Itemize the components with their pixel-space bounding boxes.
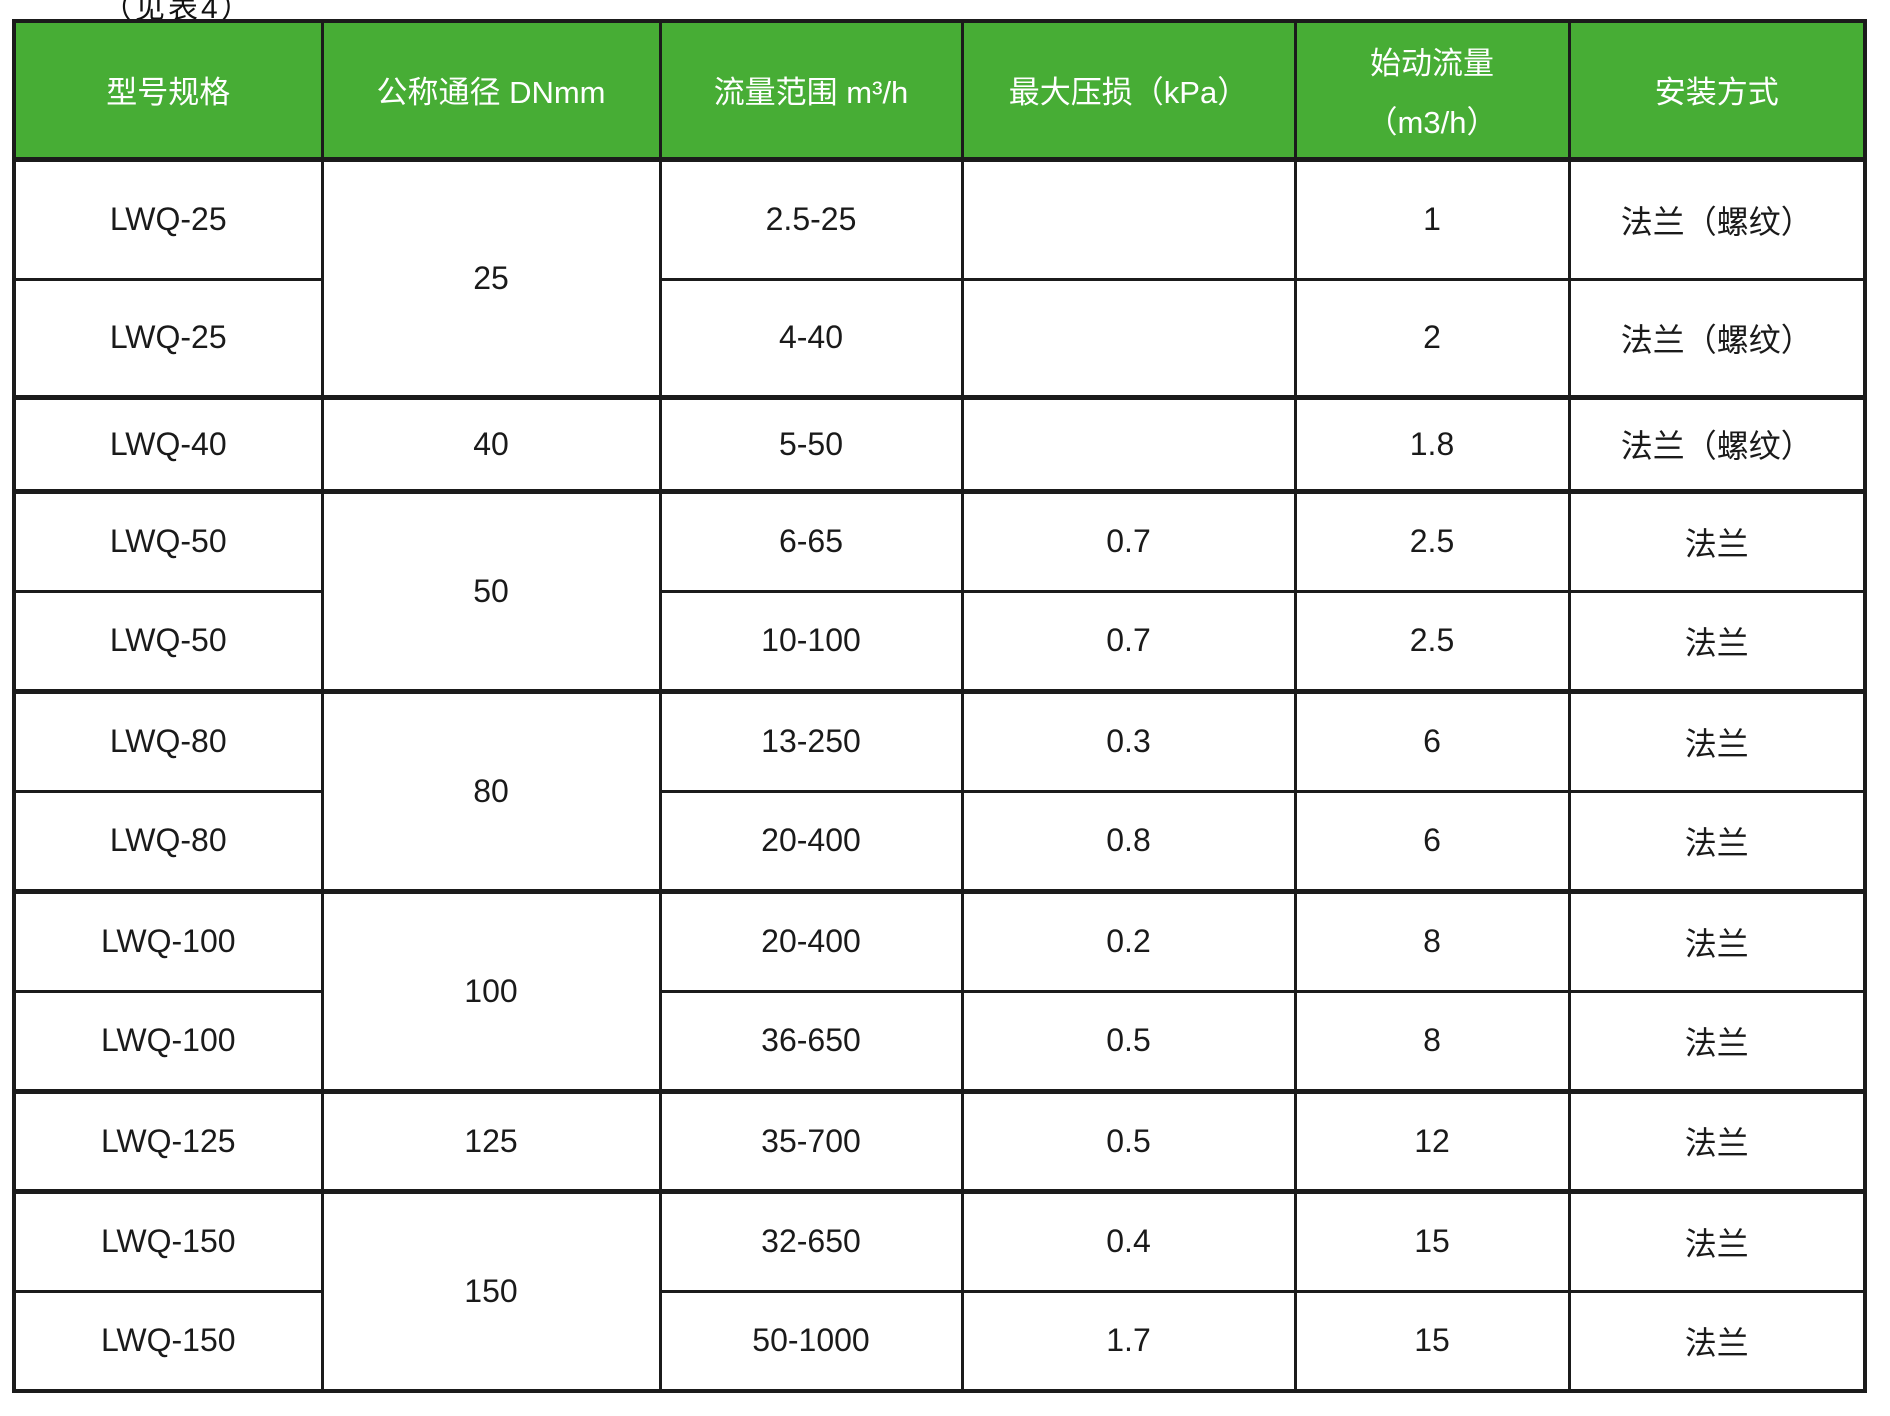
- table-row: LWQ-100 100 20-400 0.2 8 法兰: [12, 888, 1867, 1093]
- cell-model: LWQ-80: [12, 688, 324, 793]
- cell-flow: 32-650: [658, 1188, 964, 1293]
- table-row: LWQ-150 50-1000 1.7 15 法兰: [12, 1289, 1867, 1393]
- cell-start: 2.5: [1293, 589, 1571, 693]
- cell-install: 法兰: [1567, 688, 1867, 793]
- cell-flow: 13-250: [658, 688, 964, 793]
- cell-flow: 20-400: [658, 789, 964, 893]
- cell-loss: 0.4: [960, 1188, 1297, 1293]
- table-row: LWQ-80 20-400 0.8 6 法兰: [12, 789, 1867, 893]
- cell-dn: 80: [320, 688, 662, 893]
- cell-install: 法兰: [1567, 589, 1867, 693]
- cell-flow: 2.5-25: [658, 157, 964, 281]
- cell-install: 法兰: [1567, 989, 1867, 1093]
- cell-model: LWQ-80: [12, 789, 324, 893]
- header-install: 安装方式: [1567, 19, 1867, 162]
- cell-dn: 150: [320, 1188, 662, 1393]
- cell-dn: 40: [320, 394, 662, 493]
- cell-start: 2.5: [1293, 488, 1571, 593]
- table-row: LWQ-25 4-40 2 法兰（螺纹）: [12, 277, 1867, 399]
- cell-install: 法兰（螺纹）: [1567, 157, 1867, 281]
- cell-install: 法兰: [1567, 1188, 1867, 1293]
- table-header: 型号规格 公称通径 DNmm 流量范围 m³/h 最大压损（kPa） 始动流量 …: [12, 19, 1867, 162]
- cell-model: LWQ-150: [12, 1289, 324, 1393]
- cell-loss: 0.7: [960, 589, 1297, 693]
- cell-flow: 6-65: [658, 488, 964, 593]
- cell-start: 6: [1293, 688, 1571, 793]
- cell-loss: 0.7: [960, 488, 1297, 593]
- table-row: LWQ-150 150 32-650 0.4 15 法兰: [12, 1188, 1867, 1393]
- cell-install: 法兰: [1567, 1289, 1867, 1393]
- cell-flow: 4-40: [658, 277, 964, 399]
- cell-start: 1.8: [1293, 394, 1571, 493]
- cell-install: 法兰（螺纹）: [1567, 277, 1867, 399]
- cell-model: LWQ-25: [12, 157, 324, 281]
- cell-dn: 50: [320, 488, 662, 693]
- cell-loss: [960, 277, 1297, 399]
- cell-model: LWQ-40: [12, 394, 324, 493]
- cell-start: 15: [1293, 1188, 1571, 1293]
- cell-start: 8: [1293, 888, 1571, 993]
- table-row: LWQ-50 10-100 0.7 2.5 法兰: [12, 589, 1867, 693]
- table-row: LWQ-100 36-650 0.5 8 法兰: [12, 989, 1867, 1093]
- table-row: LWQ-25 25 2.5-25 1 法兰（螺纹）: [12, 157, 1867, 399]
- cell-loss: 0.8: [960, 789, 1297, 893]
- cell-flow: 36-650: [658, 989, 964, 1093]
- header-start-flow-line1: 始动流量: [1370, 45, 1494, 81]
- cell-loss: 0.2: [960, 888, 1297, 993]
- cell-install: 法兰（螺纹）: [1567, 394, 1867, 493]
- header-start-flow-line2: （m3/h）: [1366, 104, 1498, 140]
- cell-install: 法兰: [1567, 888, 1867, 993]
- cell-flow: 10-100: [658, 589, 964, 693]
- cell-loss: [960, 394, 1297, 493]
- cell-model: LWQ-50: [12, 589, 324, 693]
- table-row: LWQ-40 40 5-50 1.8 法兰（螺纹）: [12, 394, 1867, 493]
- cell-start: 2: [1293, 277, 1571, 399]
- cell-model: LWQ-100: [12, 989, 324, 1093]
- cell-model: LWQ-125: [12, 1088, 324, 1193]
- cell-dn: 25: [320, 157, 662, 399]
- cell-loss: 1.7: [960, 1289, 1297, 1393]
- cell-flow: 50-1000: [658, 1289, 964, 1393]
- cell-loss: 0.5: [960, 989, 1297, 1093]
- spec-table: 型号规格 公称通径 DNmm 流量范围 m³/h 最大压损（kPa） 始动流量 …: [12, 19, 1867, 1393]
- header-dn: 公称通径 DNmm: [320, 19, 662, 162]
- header-model: 型号规格: [12, 19, 324, 162]
- cell-flow: 5-50: [658, 394, 964, 493]
- cell-flow: 35-700: [658, 1088, 964, 1193]
- cell-start: 1: [1293, 157, 1571, 281]
- cell-install: 法兰: [1567, 488, 1867, 593]
- cell-install: 法兰: [1567, 789, 1867, 893]
- cell-model: LWQ-25: [12, 277, 324, 399]
- spec-table-body: LWQ-25 25 2.5-25 1 法兰（螺纹） LWQ-25 4-40 2 法兰（螺纹） LW…: [12, 157, 1867, 1393]
- header-start-flow: 始动流量 （m3/h）: [1293, 19, 1571, 162]
- cell-start: 15: [1293, 1289, 1571, 1393]
- cell-dn: 100: [320, 888, 662, 1093]
- cell-loss: [960, 157, 1297, 281]
- header-pressure-loss: 最大压损（kPa）: [960, 19, 1297, 162]
- cell-start: 6: [1293, 789, 1571, 893]
- table-row: LWQ-80 80 13-250 0.3 6 法兰: [12, 688, 1867, 893]
- cell-start: 12: [1293, 1088, 1571, 1193]
- header-flow-range: 流量范围 m³/h: [658, 19, 964, 162]
- cell-dn: 125: [320, 1088, 662, 1193]
- cell-flow: 20-400: [658, 888, 964, 993]
- cell-install: 法兰: [1567, 1088, 1867, 1193]
- cell-loss: 0.3: [960, 688, 1297, 793]
- cell-model: LWQ-150: [12, 1188, 324, 1293]
- cell-start: 8: [1293, 989, 1571, 1093]
- table-row: LWQ-50 50 6-65 0.7 2.5 法兰: [12, 488, 1867, 693]
- table-row: LWQ-125 125 35-700 0.5 12 法兰: [12, 1088, 1867, 1193]
- header-row: 型号规格 公称通径 DNmm 流量范围 m³/h 最大压损（kPa） 始动流量 …: [12, 19, 1867, 162]
- cell-model: LWQ-50: [12, 488, 324, 593]
- cell-loss: 0.5: [960, 1088, 1297, 1193]
- cell-model: LWQ-100: [12, 888, 324, 993]
